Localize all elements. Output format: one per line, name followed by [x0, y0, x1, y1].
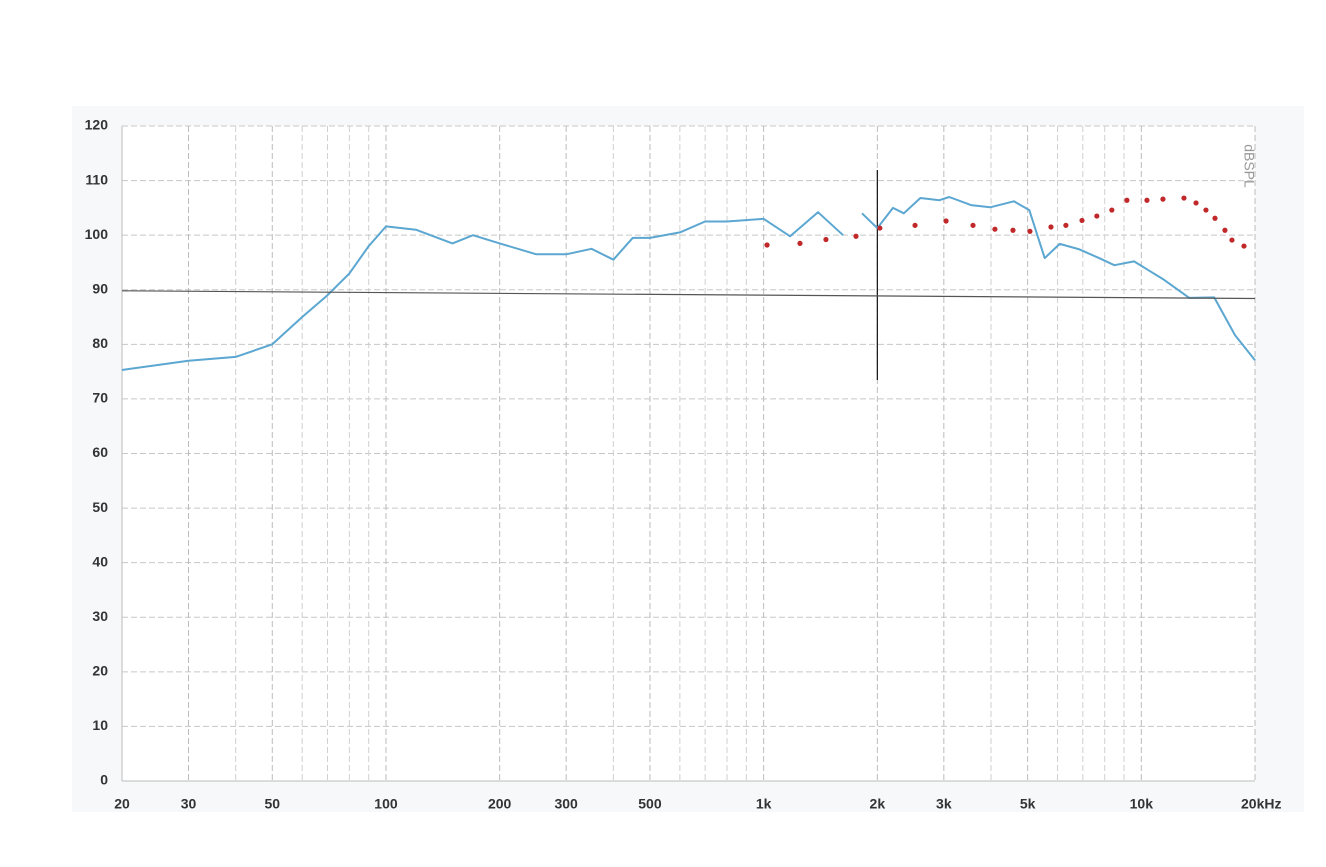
data-dot: [1203, 207, 1209, 213]
data-dot: [1079, 217, 1085, 224]
x-tick-label: 30: [181, 796, 197, 812]
data-dot: [1109, 207, 1115, 213]
data-dot: [970, 222, 976, 228]
x-tick-label: 20kHz: [1241, 796, 1281, 812]
y-tick-label: 90: [92, 280, 108, 296]
data-dot: [912, 222, 918, 228]
data-dot: [1241, 243, 1247, 249]
x-tick-label: 10k: [1130, 796, 1154, 812]
y-tick-label: 30: [92, 608, 108, 624]
data-dot: [1094, 213, 1100, 219]
x-tick-label: 3k: [936, 796, 952, 812]
y-tick-label: 50: [92, 499, 108, 515]
y-tick-label: 80: [92, 335, 108, 351]
data-dot: [1063, 222, 1069, 228]
data-dot: [1160, 196, 1166, 202]
data-dot: [1222, 227, 1228, 233]
data-dot: [943, 218, 949, 224]
y-tick-label: 110: [85, 171, 108, 187]
data-dot: [1144, 197, 1150, 203]
x-tick-label: 100: [374, 796, 398, 812]
y-axis-label: dBSPL: [1241, 144, 1257, 188]
x-tick-label: 500: [638, 796, 662, 812]
data-dot: [1212, 215, 1218, 221]
y-tick-label: 40: [92, 553, 108, 569]
data-dot: [797, 240, 803, 246]
x-tick-label: 1k: [756, 796, 772, 812]
x-tick-label: 2k: [870, 796, 886, 812]
y-tick-label: 60: [92, 444, 108, 460]
x-tick-label: 20: [114, 796, 130, 812]
data-dot: [1027, 228, 1033, 234]
y-tick-label: 120: [85, 117, 109, 133]
x-tick-label: 50: [264, 796, 280, 812]
y-tick-label: 100: [85, 226, 109, 242]
y-tick-label: 10: [92, 717, 108, 733]
x-tick-label: 300: [554, 796, 578, 812]
data-dot: [823, 236, 829, 243]
data-dot: [1010, 227, 1016, 233]
y-tick-label: 0: [100, 772, 108, 788]
plot-area: [122, 126, 1255, 781]
data-line: [121, 196, 1256, 371]
data-dot: [1181, 195, 1187, 201]
x-tick-label: 200: [488, 796, 512, 812]
data-line: [121, 290, 1256, 300]
data-dot: [764, 242, 770, 248]
data-dot: [992, 226, 998, 232]
y-tick-label: 20: [92, 663, 108, 679]
data-dot: [1124, 197, 1130, 203]
data-dot: [1048, 224, 1054, 230]
data-dot: [1229, 237, 1235, 243]
y-tick-label: 70: [92, 390, 108, 406]
data-dot: [853, 233, 859, 239]
data-dot: [877, 225, 883, 231]
data-dot: [1193, 200, 1199, 206]
x-tick-label: 5k: [1020, 796, 1036, 812]
